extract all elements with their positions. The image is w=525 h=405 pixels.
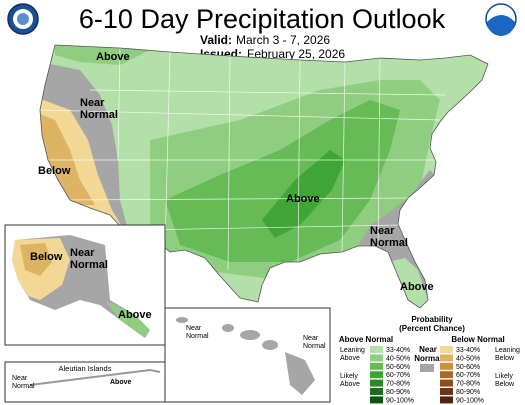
legend-near-swatch (420, 364, 434, 372)
legend-leaning-above: Leaning Above (340, 347, 365, 362)
valid-label: Valid: (200, 33, 232, 47)
legend-above-range: 33-40% (386, 347, 410, 354)
legend-above-range: 40-50% (386, 355, 410, 362)
legend-subheading: (Percent Chance) (399, 324, 465, 333)
legend-below-range: 60-70% (456, 372, 480, 379)
legend-above-range: 50-60% (386, 364, 410, 371)
legend-above-title: Above Normal (339, 335, 393, 344)
legend-below-swatch (440, 388, 453, 395)
legend-below-swatch (440, 354, 453, 362)
conus-outline (39, 44, 489, 309)
legend-below-swatch (440, 379, 453, 387)
legend-below-range: 70-80% (456, 381, 480, 388)
label-above-central: Above (286, 193, 320, 205)
legend-above-swatch (370, 354, 383, 362)
legend-below-title: Below Normal (451, 335, 504, 344)
legend: Probability (Percent Chance) Above Norma… (339, 315, 520, 404)
legend-below-range: 40-50% (456, 355, 480, 362)
legend-above-range: 80-90% (386, 389, 410, 396)
label-ak-below: Below (30, 251, 63, 263)
legend-above-range: 70-80% (386, 381, 410, 388)
legend-above-swatch (370, 346, 383, 353)
legend-below-range: 80-90% (456, 389, 480, 396)
legend-likely-below: Likely Below (495, 373, 515, 388)
hawaii-islands (176, 317, 315, 395)
legend-below-swatch (440, 396, 453, 404)
legend-above-swatch (370, 379, 383, 387)
label-above-fl: Above (400, 281, 434, 293)
legend-above-swatch (370, 371, 383, 379)
noaa-logo (485, 3, 517, 36)
conus-map (40, 45, 488, 308)
legend-above-range: 90-100% (386, 397, 414, 404)
legend-above-swatch (370, 396, 383, 404)
label-aleutian: Aleutian Islands (59, 364, 112, 373)
legend-above-swatch (370, 362, 383, 370)
legend-below-swatch (440, 371, 453, 379)
legend-below-swatch (440, 362, 453, 370)
label-hi-near-normal-1: Near Normal (186, 325, 209, 340)
alaska-map (12, 235, 150, 338)
legend-above-swatch (370, 388, 383, 395)
issued-value: February 25, 2026 (247, 47, 345, 61)
legend-likely-above: Likely Above (340, 373, 360, 388)
legend-below-swatch (440, 346, 453, 353)
label-ak-near-normal: Near Normal (70, 247, 108, 271)
valid-value: March 3 - 7, 2026 (236, 33, 330, 47)
label-above-nw: Above (96, 51, 130, 63)
label-aleutian-above: Above (110, 379, 132, 386)
legend-below-range: 50-60% (456, 364, 480, 371)
aleutian-islands-shape (29, 368, 161, 386)
label-below-ca: Below (38, 165, 71, 177)
map-title: 6-10 Day Precipitation Outlook (79, 4, 446, 34)
label-near-normal-west: Near Normal (80, 97, 118, 121)
legend-leaning-below: Leaning Below (495, 347, 520, 362)
legend-below-range: 90-100% (456, 397, 484, 404)
legend-rows: 33-40% 33-40%40-50% 40-50%50-60% 50-60%60-7… (370, 346, 484, 404)
label-near-normal-se: Near Normal (370, 225, 408, 249)
aleutian-inset-box (4, 361, 166, 403)
legend-above-range: 60-70% (386, 372, 410, 379)
label-aleutian-near-normal: Near Normal (12, 375, 35, 390)
legend-near-title: Near Normal (414, 345, 442, 363)
doc-logo (7, 3, 39, 35)
label-ak-above: Above (118, 309, 152, 321)
label-hi-near-normal-2: Near Normal (303, 335, 326, 350)
legend-heading: Probability (411, 315, 453, 324)
legend-below-range: 33-40% (456, 347, 480, 354)
